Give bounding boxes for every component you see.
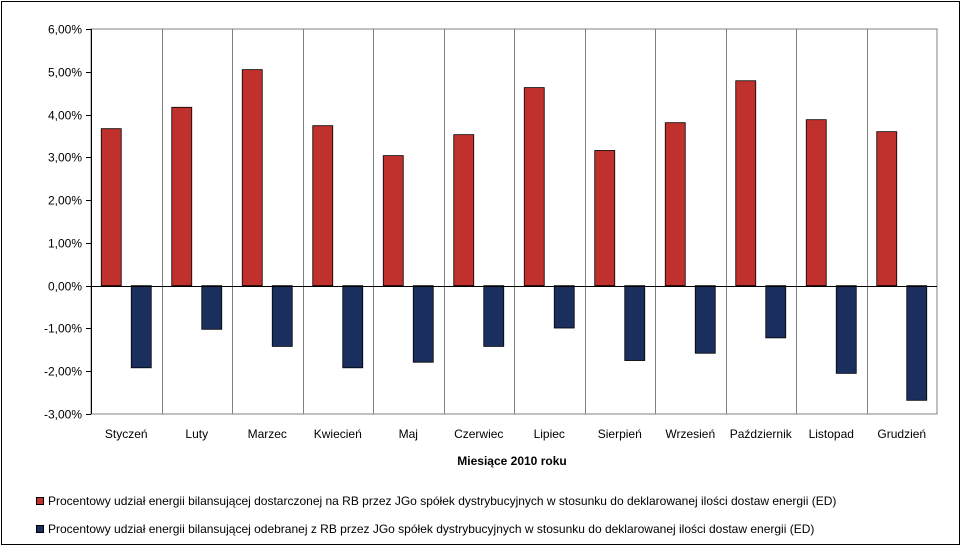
bar-series-2-6	[483, 285, 505, 347]
y-tick-label: 2,00%	[48, 194, 82, 208]
bar-series-1-6	[453, 134, 475, 287]
y-tick-label: -3,00%	[44, 408, 82, 422]
y-tick-label: 1,00%	[48, 237, 82, 251]
axis-layer: -3,00% -2,00% -1,00% 0,00% 1,00% 2,00% 3,00% 4,…	[44, 23, 937, 441]
x-tick-label: Lipiec	[534, 427, 565, 441]
y-tick-label: 6,00%	[48, 23, 82, 37]
bar-series-1-3	[241, 69, 263, 287]
y-tick-label: 0,00%	[48, 280, 82, 294]
x-tick-label: Listopad	[809, 427, 854, 441]
x-tick-label: Czerwiec	[454, 427, 503, 441]
bar-series-2-12	[906, 285, 928, 401]
bar-series-1-7	[523, 87, 545, 287]
bar-layer	[100, 69, 928, 401]
y-tick-label: 3,00%	[48, 151, 82, 165]
x-axis-title: Miesiące 2010 roku	[457, 454, 566, 468]
bar-series-1-5	[382, 155, 404, 287]
x-tick-label: Wrzesień	[665, 427, 715, 441]
y-tick-label: 5,00%	[48, 66, 82, 80]
bar-series-1-9	[664, 122, 686, 287]
bar-series-2-7	[553, 285, 575, 329]
bar-series-2-2	[201, 285, 223, 330]
legend-swatch-series-1	[36, 497, 44, 505]
bar-series-2-8	[624, 285, 646, 361]
legend-label-series-2: Procentowy udział energii bilansującej o…	[48, 522, 815, 536]
x-tick-label: Sierpień	[598, 427, 642, 441]
x-tick-label: Październik	[730, 427, 793, 441]
bar-series-2-5	[412, 285, 434, 363]
bar-series-1-2	[171, 106, 193, 287]
bar-series-2-3	[271, 285, 293, 347]
y-tick-label: -2,00%	[44, 365, 82, 379]
legend-item-series-2: Procentowy udział energii bilansującej o…	[36, 522, 814, 536]
bar-series-1-8	[594, 150, 616, 287]
bar-series-2-11	[835, 285, 857, 374]
x-tick-label: Marzec	[248, 427, 287, 441]
bar-series-2-4	[342, 285, 364, 369]
bar-series-1-10	[735, 80, 757, 287]
legend-swatch-series-2	[36, 525, 44, 533]
x-tick-label: Kwiecień	[314, 427, 362, 441]
bar-series-1-1	[100, 128, 122, 287]
bar-series-1-4	[312, 125, 334, 287]
y-tick-label: 4,00%	[48, 109, 82, 123]
x-tick-label: Luty	[185, 427, 208, 441]
bar-series-1-11	[805, 119, 827, 287]
x-tick-label: Grudzień	[877, 427, 926, 441]
x-tick-label: Maj	[399, 427, 418, 441]
bar-series-2-9	[694, 285, 716, 354]
bar-series-2-1	[130, 285, 152, 369]
legend-item-series-1: Procentowy udział energii bilansującej d…	[36, 494, 836, 508]
x-tick-label: Styczeń	[105, 427, 148, 441]
legend-label-series-1: Procentowy udział energii bilansującej d…	[48, 494, 837, 508]
bar-series-2-10	[765, 285, 787, 339]
y-tick-label: -1,00%	[44, 322, 82, 336]
bar-series-1-12	[876, 131, 898, 287]
